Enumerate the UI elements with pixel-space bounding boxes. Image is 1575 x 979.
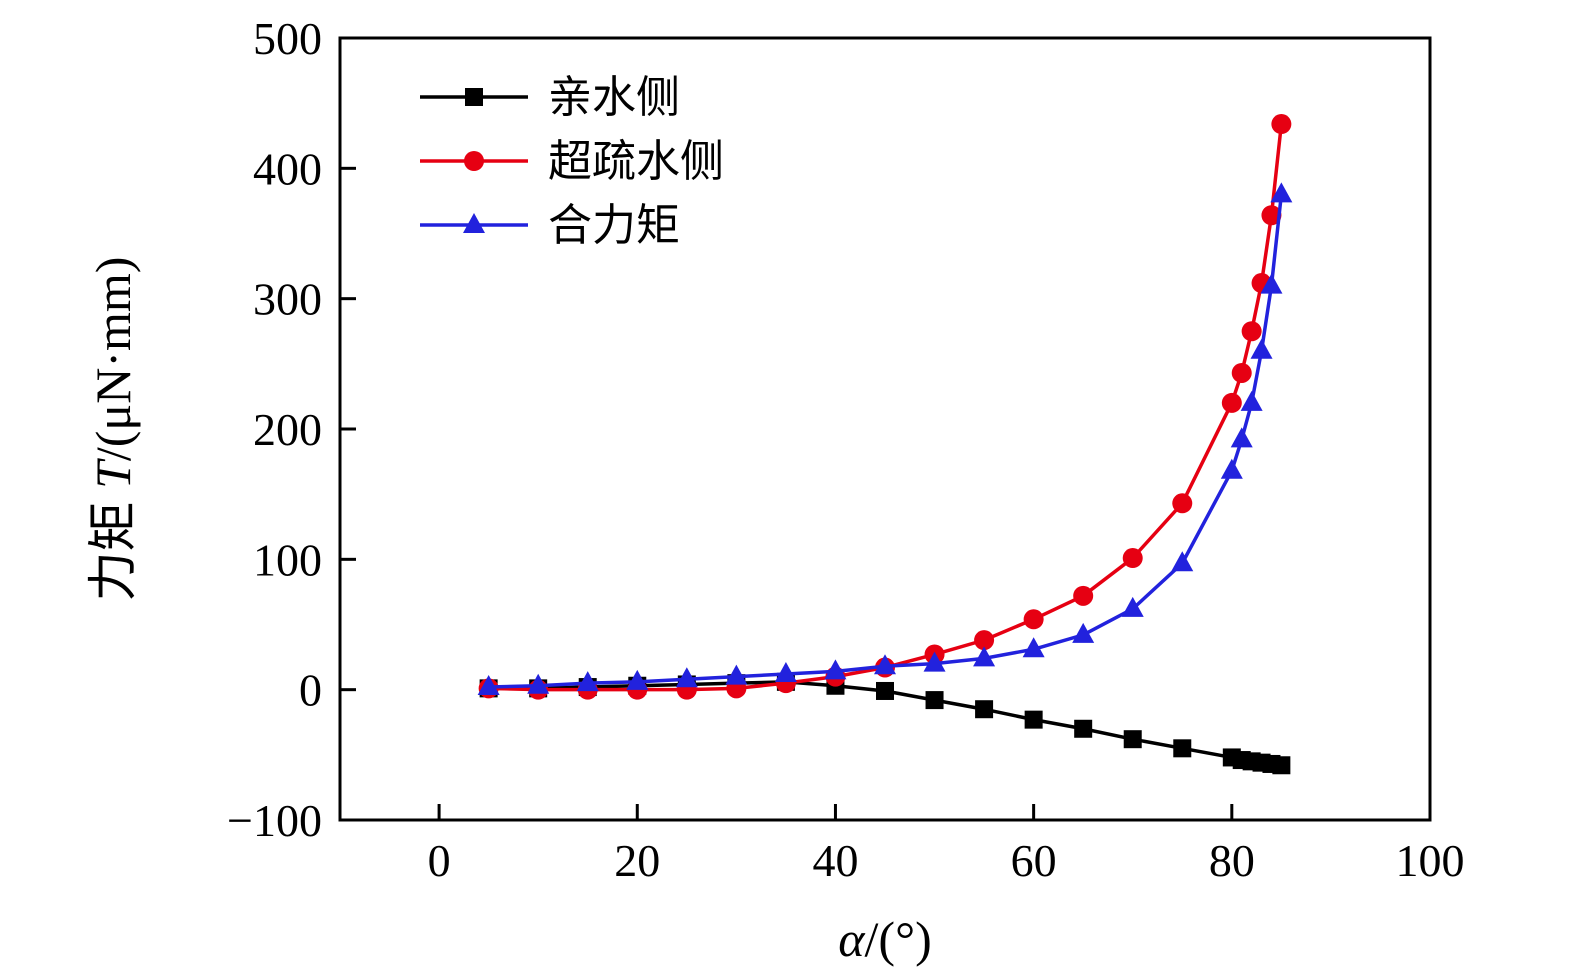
marker-circle: [1261, 205, 1282, 226]
y-tick-label: 300: [253, 274, 322, 325]
marker-triangle: [973, 646, 996, 667]
marker-circle: [464, 151, 484, 171]
y-tick-label: 100: [253, 534, 322, 585]
marker-square: [1074, 719, 1093, 738]
series-line: [488, 194, 1284, 689]
marker-square: [925, 691, 944, 710]
marker-square: [1272, 756, 1291, 775]
marker-circle: [1073, 585, 1094, 606]
y-tick-label: −100: [227, 795, 322, 846]
marker-square: [1024, 710, 1043, 729]
legend-item-2: 合力矩: [420, 201, 680, 250]
marker-circle: [974, 630, 995, 651]
marker-square: [1123, 730, 1142, 749]
legend-label: 合力矩: [548, 201, 680, 250]
x-tick-label: 100: [1396, 835, 1465, 886]
marker-triangle: [1230, 427, 1253, 448]
marker-circle: [1023, 609, 1044, 630]
marker-square: [975, 700, 994, 719]
marker-square: [876, 681, 894, 700]
marker-triangle: [1250, 338, 1273, 359]
legend-label: 超疏水侧: [548, 137, 724, 186]
x-axis-title: α/(°): [838, 911, 931, 967]
y-axis-title: 力矩 T/(μN·mm): [85, 257, 141, 602]
marker-circle: [1231, 362, 1252, 383]
marker-triangle: [1240, 390, 1263, 411]
marker-triangle: [1220, 458, 1243, 479]
marker-triangle: [1072, 622, 1095, 643]
marker-triangle: [923, 651, 946, 672]
marker-triangle: [527, 673, 550, 694]
marker-square: [465, 88, 483, 106]
series-2: [477, 182, 1293, 696]
y-axis: −100 0 100 200 300 400 500: [227, 13, 356, 846]
x-tick-label: 20: [614, 835, 660, 886]
marker-triangle: [725, 664, 748, 685]
marker-triangle: [1270, 182, 1293, 203]
marker-triangle: [1022, 637, 1045, 658]
marker-triangle: [477, 675, 500, 696]
marker-circle: [1172, 493, 1193, 514]
marker-triangle: [463, 213, 485, 233]
x-tick-label: 80: [1209, 835, 1255, 886]
marker-triangle: [626, 669, 649, 690]
legend-item-0: 亲水侧: [420, 73, 680, 122]
marker-triangle: [1260, 273, 1283, 294]
marker-triangle: [576, 671, 599, 692]
x-tick-label: 40: [812, 835, 858, 886]
y-tick-label: 400: [253, 143, 322, 194]
marker-circle: [1271, 114, 1292, 135]
legend-item-1: 超疏水侧: [420, 137, 724, 186]
marker-circle: [1241, 321, 1262, 342]
marker-triangle: [675, 667, 698, 688]
marker-triangle: [774, 662, 797, 683]
plot-frame: [338, 36, 1432, 822]
x-axis: 0 20 40 60 80 100: [428, 804, 1465, 886]
marker-triangle: [824, 659, 847, 680]
y-tick-label: 500: [253, 13, 322, 64]
x-tick-label: 60: [1011, 835, 1057, 886]
marker-triangle: [1171, 551, 1194, 572]
marker-triangle: [1121, 596, 1144, 617]
marker-circle: [1122, 548, 1143, 569]
marker-triangle: [874, 654, 896, 675]
legend-label: 亲水侧: [548, 73, 680, 122]
series-1: [478, 114, 1292, 700]
y-tick-label: 0: [299, 665, 322, 716]
marker-circle: [1221, 392, 1242, 413]
y-tick-label: 200: [253, 404, 322, 455]
x-tick-label: 0: [428, 835, 451, 886]
marker-square: [1173, 739, 1192, 758]
